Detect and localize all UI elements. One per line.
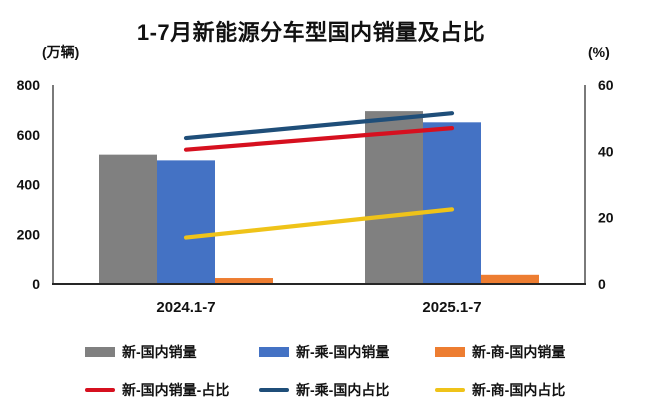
left-axis-tick-label: 200 [17,226,41,242]
right-axis-unit-label: (%) [588,44,610,60]
right-axis-tick-label: 60 [598,77,614,93]
legend-item-新-商-国内占比: 新-商-国内占比 [435,380,565,400]
legend-item-新-国内销量: 新-国内销量 [85,342,197,362]
chart-title: 1-7月新能源分车型国内销量及占比 [136,20,486,45]
legend-item-新-商-国内销量: 新-商-国内销量 [435,342,565,362]
bar-新-国内销量-2025.1-7 [365,111,423,285]
bar-新-乘-国内销量-2024.1-7 [157,160,215,284]
legend-line-swatch-新-国内销量-占比 [85,388,115,392]
line-新-商-国内占比 [183,207,455,240]
bar-新-商-国内销量-2025.1-7 [481,274,539,284]
legend-bar-swatch-新-商-国内销量 [435,347,465,357]
legend-label-新-国内销量-占比: 新-国内销量-占比 [122,382,230,398]
legend-item-新-国内销量-占比: 新-国内销量-占比 [85,380,229,400]
legend-bar-swatch-新-乘-国内销量 [259,347,289,357]
left-axis-tick-label: 600 [17,127,41,143]
x-axis-category-label: 2024.1-7 [156,299,215,316]
right-axis-tick-label: 40 [598,143,614,159]
left-axis-tick-label: 400 [17,177,41,193]
x-axis-category-label: 2025.1-7 [422,299,481,316]
legend-label-新-乘-国内销量: 新-乘-国内销量 [296,344,390,360]
bar-新-国内销量-2024.1-7 [99,154,157,284]
bar-新-乘-国内销量-2025.1-7 [423,122,481,284]
legend-label-新-国内销量: 新-国内销量 [122,344,197,360]
legend-label-新-商-国内占比: 新-商-国内占比 [472,382,566,398]
legend-bar-swatch-新-国内销量 [85,347,115,357]
line-新-乘-国内占比 [183,111,455,141]
legend-line-swatch-新-商-国内占比 [435,388,465,392]
right-axis-tick-label: 0 [598,276,606,292]
right-axis-tick-label: 20 [598,210,614,226]
legend-label-新-商-国内销量: 新-商-国内销量 [472,344,566,360]
legend-line-swatch-新-乘-国内占比 [259,388,289,392]
left-axis-tick-label: 0 [32,276,40,292]
legend-label-新-乘-国内占比: 新-乘-国内占比 [296,382,390,398]
legend-item-新-乘-国内销量: 新-乘-国内销量 [259,342,389,362]
bar-新-商-国内销量-2024.1-7 [215,278,273,284]
line-新-国内销量-占比 [183,126,455,152]
legend-item-新-乘-国内占比: 新-乘-国内占比 [259,380,389,400]
left-axis-unit-label: (万辆) [42,44,80,60]
left-axis-tick-label: 800 [17,77,41,93]
